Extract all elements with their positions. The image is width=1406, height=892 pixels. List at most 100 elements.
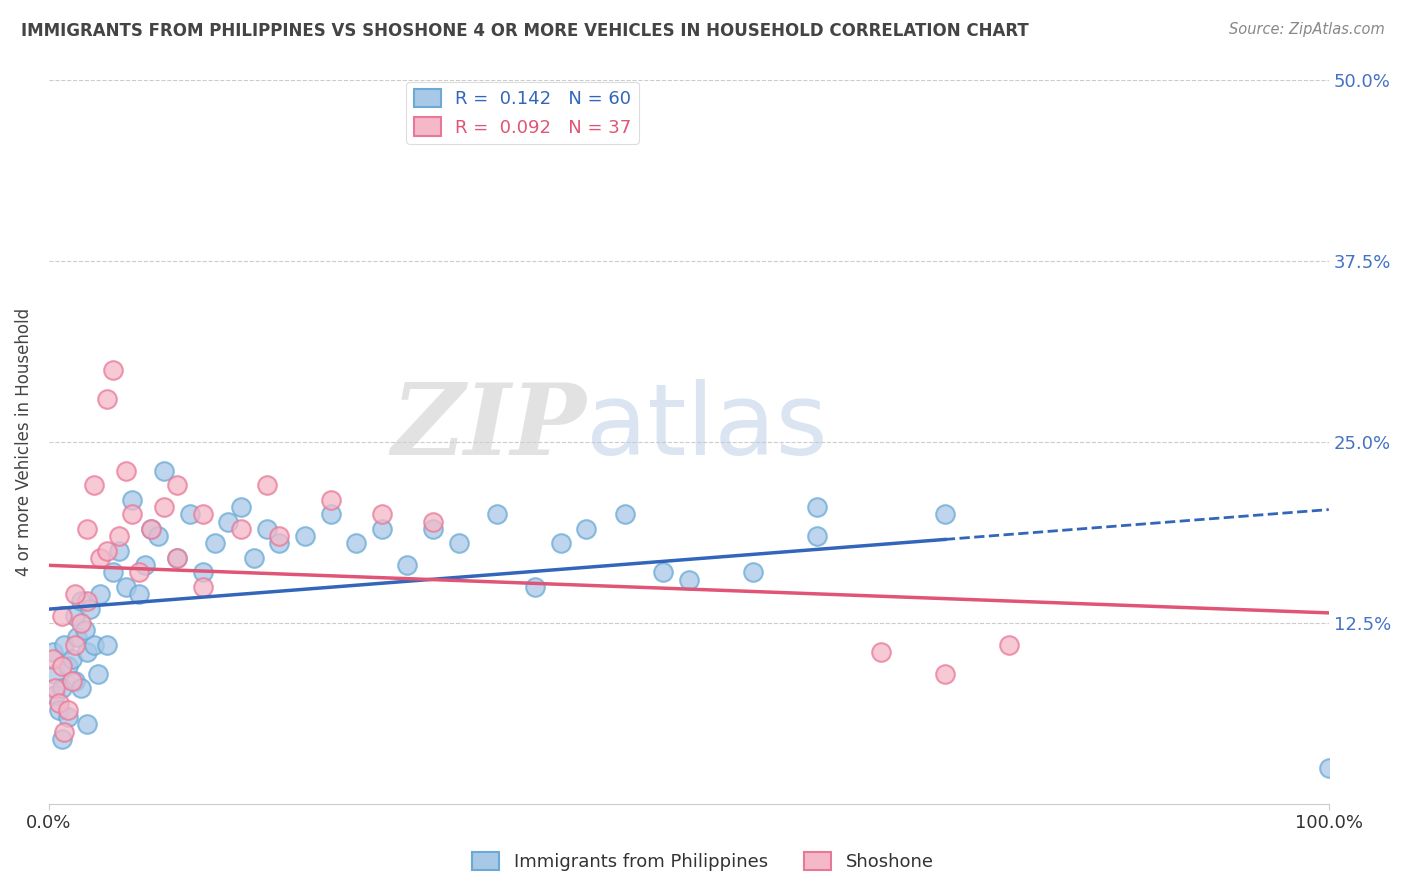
Point — [141, 522, 163, 536]
Point — [79, 601, 101, 615]
Point — [934, 508, 956, 522]
Point — [229, 500, 252, 515]
Point — [121, 508, 143, 522]
Point — [242, 550, 264, 565]
Point — [191, 508, 214, 522]
Point — [575, 522, 598, 536]
Point — [524, 580, 547, 594]
Point — [101, 362, 124, 376]
Legend: R =  0.142   N = 60, R =  0.092   N = 37: R = 0.142 N = 60, R = 0.092 N = 37 — [406, 82, 638, 144]
Y-axis label: 4 or more Vehicles in Household: 4 or more Vehicles in Household — [15, 308, 32, 576]
Point — [96, 638, 118, 652]
Point — [344, 536, 367, 550]
Point — [294, 529, 316, 543]
Point — [83, 478, 105, 492]
Point — [134, 558, 156, 572]
Point — [146, 529, 169, 543]
Point — [114, 580, 136, 594]
Point — [83, 638, 105, 652]
Point — [256, 478, 278, 492]
Point — [73, 624, 96, 638]
Point — [204, 536, 226, 550]
Point — [678, 573, 700, 587]
Point — [51, 681, 73, 695]
Point — [89, 587, 111, 601]
Point — [44, 666, 66, 681]
Point — [89, 550, 111, 565]
Point — [153, 500, 176, 515]
Point — [217, 515, 239, 529]
Point — [63, 638, 86, 652]
Point — [53, 724, 76, 739]
Point — [652, 566, 675, 580]
Point — [422, 522, 444, 536]
Point — [76, 645, 98, 659]
Point — [179, 508, 201, 522]
Point — [153, 464, 176, 478]
Point — [166, 550, 188, 565]
Point — [869, 645, 891, 659]
Point — [48, 696, 70, 710]
Point — [447, 536, 470, 550]
Point — [269, 529, 291, 543]
Text: IMMIGRANTS FROM PHILIPPINES VS SHOSHONE 4 OR MORE VEHICLES IN HOUSEHOLD CORRELAT: IMMIGRANTS FROM PHILIPPINES VS SHOSHONE … — [21, 22, 1029, 40]
Text: atlas: atlas — [586, 379, 828, 476]
Point — [998, 638, 1021, 652]
Point — [741, 566, 763, 580]
Point — [141, 522, 163, 536]
Point — [70, 681, 93, 695]
Point — [60, 673, 83, 688]
Point — [108, 543, 131, 558]
Point — [56, 703, 79, 717]
Point — [806, 500, 828, 515]
Point — [44, 681, 66, 695]
Point — [166, 478, 188, 492]
Point — [51, 731, 73, 746]
Text: Source: ZipAtlas.com: Source: ZipAtlas.com — [1229, 22, 1385, 37]
Point — [51, 608, 73, 623]
Point — [76, 717, 98, 731]
Point — [51, 659, 73, 673]
Point — [42, 652, 65, 666]
Point — [86, 666, 108, 681]
Point — [63, 587, 86, 601]
Point — [56, 710, 79, 724]
Point — [256, 522, 278, 536]
Point — [370, 522, 392, 536]
Point — [114, 464, 136, 478]
Text: ZIP: ZIP — [391, 379, 586, 475]
Point — [101, 566, 124, 580]
Point — [934, 666, 956, 681]
Point — [319, 492, 342, 507]
Point — [121, 492, 143, 507]
Point — [128, 587, 150, 601]
Point — [56, 659, 79, 673]
Point — [63, 608, 86, 623]
Point — [422, 515, 444, 529]
Legend: Immigrants from Philippines, Shoshone: Immigrants from Philippines, Shoshone — [465, 845, 941, 879]
Point — [370, 508, 392, 522]
Point — [485, 508, 508, 522]
Point — [191, 566, 214, 580]
Point — [550, 536, 572, 550]
Point — [613, 508, 636, 522]
Point — [66, 631, 89, 645]
Point — [108, 529, 131, 543]
Point — [806, 529, 828, 543]
Point — [60, 652, 83, 666]
Point — [70, 594, 93, 608]
Point — [96, 543, 118, 558]
Point — [42, 645, 65, 659]
Point — [166, 550, 188, 565]
Point — [396, 558, 419, 572]
Point — [53, 638, 76, 652]
Point — [96, 392, 118, 406]
Point — [319, 508, 342, 522]
Point — [63, 673, 86, 688]
Point — [1317, 761, 1340, 775]
Point — [128, 566, 150, 580]
Point — [191, 580, 214, 594]
Point — [269, 536, 291, 550]
Point — [76, 594, 98, 608]
Point — [48, 703, 70, 717]
